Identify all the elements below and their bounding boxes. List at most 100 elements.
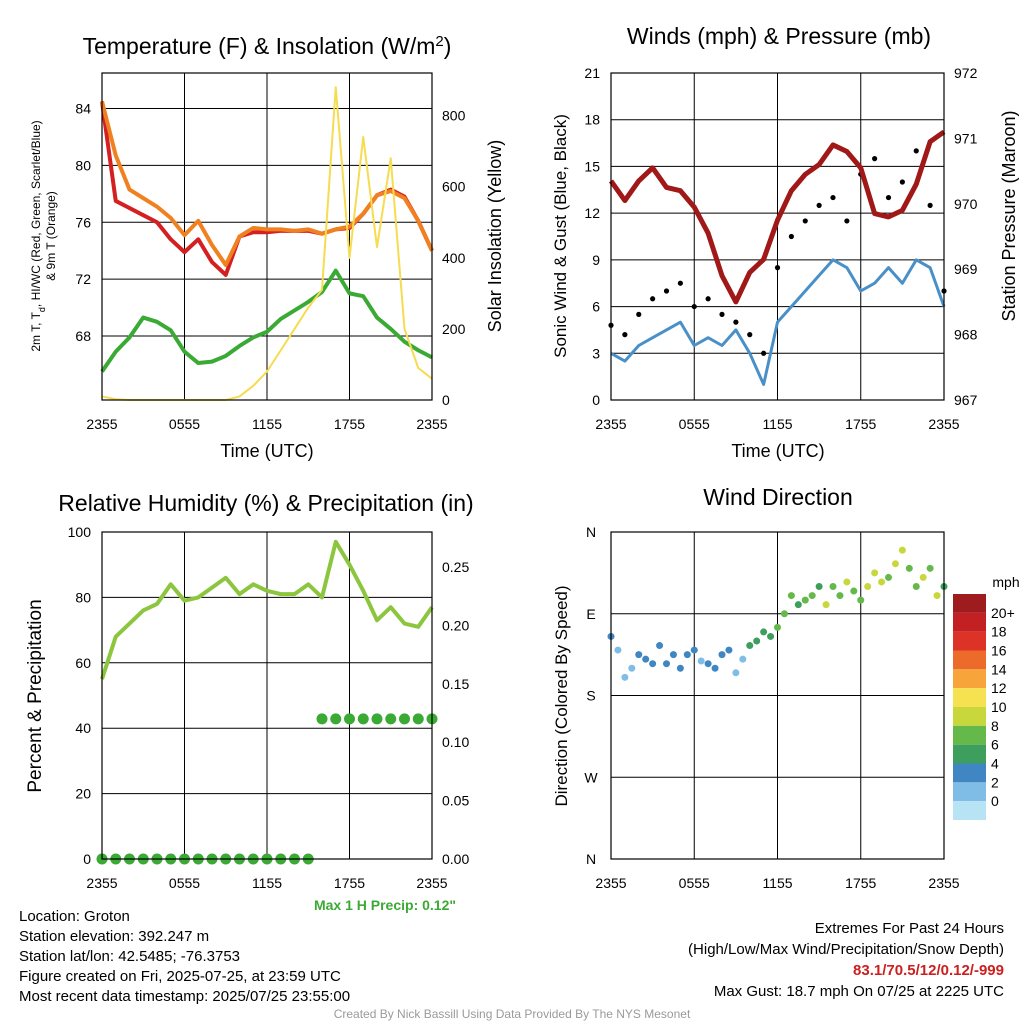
- wind-direction-point: [669, 651, 677, 659]
- colorbar-tick-label: 8: [991, 718, 999, 734]
- wind-direction-points: [607, 546, 948, 681]
- wind-gust-point: [622, 332, 628, 338]
- winds-x-tick-label: 1755: [845, 416, 876, 432]
- colorbar-swatch: [953, 594, 986, 613]
- temperature-left-tick-label: 84: [75, 101, 91, 117]
- temperature-left-axis-label-line1: 2m T, Td, HI/WC (Red, Green, Scarlet/Blu…: [29, 120, 47, 351]
- winds-left-tick-label: 0: [592, 392, 600, 408]
- temperature-x-tick-label: 1755: [334, 416, 365, 432]
- temperature-tick-labels: 2355 0555 1155 1755 2355 68 72 76 80 84 0 200 400 600…: [75, 101, 465, 432]
- wind-direction-point: [690, 646, 698, 654]
- wind-direction-point: [704, 660, 712, 668]
- humidity-left-tick-label: 40: [75, 720, 91, 736]
- wind-gust-point: [913, 148, 919, 154]
- humidity-x-tick-label: 1755: [334, 875, 365, 891]
- wind-gust-point: [830, 194, 836, 201]
- wind-direction-tick-label: W: [584, 769, 598, 785]
- wind-direction-point: [919, 573, 927, 581]
- winds-x-tick-label: 2355: [928, 416, 959, 432]
- colorbar-swatch: [953, 782, 986, 802]
- colorbar-swatch: [953, 725, 986, 745]
- station-info: Location: Groton Station elevation: 392.…: [19, 907, 350, 1007]
- colorbar-swatch: [953, 612, 986, 632]
- wind-gust-point: [705, 296, 711, 302]
- humidity-left-tick-label: 100: [68, 524, 92, 540]
- winds-x-tick-label: 1155: [762, 416, 792, 432]
- wind-direction-point: [857, 596, 865, 604]
- wind-direction-point: [676, 664, 684, 672]
- humidity-right-tick-label: 0.05: [442, 793, 469, 809]
- wind-direction-point: [642, 655, 650, 663]
- winds-right-tick-label: 968: [954, 327, 978, 343]
- winds-x-axis-label: Time (UTC): [731, 441, 824, 461]
- temperature-left-tick-label: 72: [75, 271, 91, 287]
- winds-left-tick-label: 15: [584, 158, 600, 174]
- winds-right-tick-label: 967: [954, 392, 978, 408]
- humidity-right-tick-label: 0.00: [442, 851, 469, 867]
- wind-gust-point: [733, 319, 739, 325]
- temperature-x-tick-label: 2355: [416, 416, 447, 432]
- wind-gust-point: [872, 156, 878, 162]
- colorbar-tick-label: 0: [991, 793, 999, 809]
- humidity-grid: [102, 532, 432, 859]
- humidity-frame: [101, 531, 433, 860]
- wind-direction-point: [912, 583, 920, 590]
- station-elevation: Station elevation: 392.247 m: [19, 928, 210, 945]
- temperature-x-tick-label: 0555: [169, 416, 200, 432]
- wind-direction-point: [822, 601, 830, 609]
- temperature-right-axis-label: Solar Insolation (Yellow): [485, 140, 505, 332]
- precip-point: [399, 713, 410, 725]
- winds-left-tick-label: 21: [584, 65, 600, 81]
- wind-gust-point: [899, 179, 905, 185]
- wind-direction-point: [891, 560, 899, 568]
- humidity-right-tick-label: 0.15: [442, 676, 469, 692]
- colorbar-tick-label: 20+: [991, 605, 1015, 621]
- max-precip-label: Max 1 H Precip: 0.12": [314, 897, 456, 913]
- temperature-right-tick-label: 400: [442, 250, 466, 266]
- wind-gust-point: [927, 202, 933, 208]
- colorbar-swatch: [953, 744, 986, 764]
- wind-gust-point: [719, 311, 725, 317]
- wind-direction-x-tick-label: 1155: [762, 875, 792, 891]
- temperature-x-tick-label: 1155: [252, 416, 282, 432]
- humidity-x-tick-label: 2355: [86, 875, 117, 891]
- extremes-summary: Extremes For Past 24 Hours (High/Low/Max…: [688, 918, 1004, 1002]
- colorbar-swatch: [953, 650, 986, 670]
- wind-direction-tick-label: E: [586, 606, 595, 622]
- colorbar-swatch: [953, 801, 986, 820]
- winds-x-tick-label: 2355: [595, 416, 626, 432]
- wind-direction-point: [656, 642, 664, 650]
- wind-direction-tick-label: N: [586, 524, 596, 540]
- wind-direction-tick-labels: 2355 0555 1155 1755 2355 N E S W N: [584, 524, 959, 891]
- precip-point: [385, 713, 397, 725]
- station-location: Location: Groton: [19, 908, 130, 925]
- wind-direction-point: [760, 628, 768, 636]
- wind-gust-point: [691, 303, 697, 310]
- winds-right-axis-label: Station Pressure (Maroon): [999, 110, 1019, 321]
- colorbar-swatch: [953, 763, 986, 783]
- colorbar-tick-label: 14: [991, 661, 1007, 677]
- max-gust: Max Gust: 18.7 mph On 07/25 at 2225 UTC: [713, 983, 1004, 1000]
- precip-point: [330, 713, 342, 725]
- wind-gust-point: [636, 311, 642, 317]
- extremes-title: Extremes For Past 24 Hours: [814, 920, 1004, 937]
- wind-gust-point: [802, 218, 808, 224]
- temperature-x-axis-label: Time (UTC): [220, 441, 313, 461]
- colorbar-tick-label: 10: [991, 699, 1007, 715]
- wind-direction-point: [697, 657, 705, 665]
- colorbar-tick-label: 12: [991, 680, 1007, 696]
- colorbar-tick-label: 18: [991, 624, 1007, 640]
- winds-right-tick-label: 972: [954, 65, 978, 81]
- temperature-left-tick-label: 80: [75, 157, 91, 173]
- temperature-9m-line: [100, 100, 434, 267]
- station-latlon: Station lat/lon: 42.5485; -76.3753: [19, 948, 241, 965]
- humidity-left-axis-label: Percent & Precipitation: [25, 599, 46, 792]
- winds-panel-title: Winds (mph) & Pressure (mb): [627, 23, 931, 49]
- wind-direction-point: [614, 646, 622, 654]
- wind-gust-point: [663, 288, 670, 294]
- wind-direction-point: [628, 664, 636, 672]
- winds-grid: [611, 73, 944, 400]
- wind-direction-x-tick-label: 1755: [845, 875, 876, 891]
- wind-direction-point: [926, 564, 934, 572]
- winds-frame: [610, 72, 945, 401]
